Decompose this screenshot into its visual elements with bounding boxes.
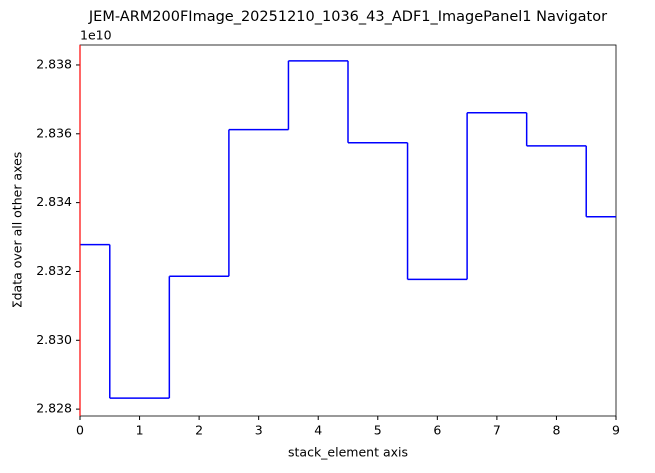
x-tick-label: 1 [136, 423, 144, 438]
x-tick-label: 6 [433, 423, 441, 438]
x-tick-label: 0 [76, 423, 84, 438]
x-tick-label: 4 [314, 423, 322, 438]
y-tick-label: 2.836 [36, 125, 72, 140]
y-tick-label: 2.832 [36, 263, 72, 278]
x-tick-label: 5 [374, 423, 382, 438]
x-axis-label: stack_element axis [288, 445, 408, 460]
x-tick-label: 9 [612, 423, 620, 438]
x-tick-label: 7 [493, 423, 501, 438]
y-offset-label: 1e10 [80, 28, 112, 43]
y-tick-label: 2.838 [36, 56, 72, 71]
x-tick-label: 8 [552, 423, 560, 438]
y-axis-label: Σdata over all other axes [10, 152, 25, 309]
x-tick-label: 3 [255, 423, 263, 438]
x-tick-label: 2 [195, 423, 203, 438]
chart-title: JEM-ARM200FImage_20251210_1036_43_ADF1_I… [88, 9, 607, 25]
y-tick-label: 2.830 [36, 332, 72, 347]
y-tick-label: 2.828 [36, 401, 72, 416]
y-tick-label: 2.834 [36, 194, 72, 209]
